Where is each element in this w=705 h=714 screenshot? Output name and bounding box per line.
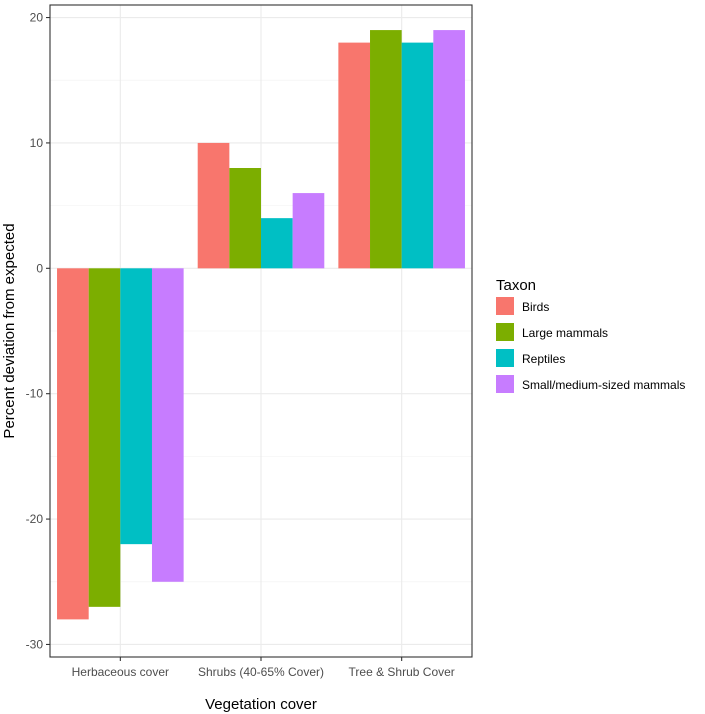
legend-key bbox=[496, 375, 514, 393]
bar bbox=[120, 268, 152, 545]
bar bbox=[370, 30, 402, 269]
y-tick-label: 0 bbox=[36, 261, 43, 275]
legend-label: Large mammals bbox=[522, 326, 608, 340]
bar bbox=[229, 168, 261, 269]
x-axis-title: Vegetation cover bbox=[205, 696, 317, 713]
y-tick-label: 10 bbox=[30, 136, 44, 150]
bar bbox=[261, 218, 293, 269]
x-tick-label: Shrubs (40-65% Cover) bbox=[198, 665, 324, 679]
bar bbox=[151, 268, 184, 582]
legend-key bbox=[496, 297, 514, 315]
bar bbox=[197, 142, 230, 269]
bar bbox=[57, 268, 89, 620]
bar bbox=[433, 30, 465, 269]
y-tick-label: -10 bbox=[26, 387, 44, 401]
legend: Taxon Birds Large mammals Reptiles Small/me… bbox=[496, 277, 685, 393]
y-axis-title: Percent deviation from expected bbox=[1, 223, 18, 438]
bar bbox=[401, 42, 434, 269]
x-tick-label: Tree & Shrub Cover bbox=[349, 665, 455, 679]
bars bbox=[57, 30, 465, 620]
legend-key bbox=[496, 349, 514, 367]
legend-key bbox=[496, 323, 514, 341]
legend-label: Birds bbox=[522, 300, 549, 314]
legend-label: Small/medium-sized mammals bbox=[522, 378, 685, 392]
x-tick-label: Herbaceous cover bbox=[72, 665, 169, 679]
bar bbox=[338, 42, 371, 269]
y-axis: -30 -20 -10 0 10 20 bbox=[26, 11, 50, 651]
legend-label: Reptiles bbox=[522, 352, 565, 366]
legend-title: Taxon bbox=[496, 277, 536, 294]
bar bbox=[88, 268, 121, 607]
bar bbox=[292, 193, 325, 269]
y-tick-label: 20 bbox=[30, 11, 44, 25]
y-tick-label: -20 bbox=[26, 512, 44, 526]
y-tick-label: -30 bbox=[26, 637, 44, 651]
x-axis: Herbaceous cover Shrubs (40-65% Cover) Tre… bbox=[72, 657, 455, 679]
